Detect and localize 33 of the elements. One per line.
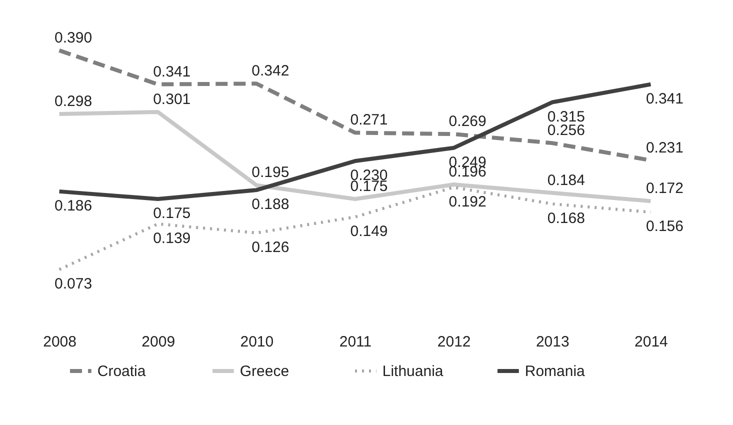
data-label: 0.341 xyxy=(153,63,191,80)
data-label: 0.168 xyxy=(547,210,585,227)
data-label: 0.172 xyxy=(646,180,684,198)
data-label: 0.184 xyxy=(547,172,585,189)
data-label: 0.126 xyxy=(252,238,290,256)
data-label: 0.231 xyxy=(646,139,684,156)
x-tick-label: 2012 xyxy=(437,334,471,350)
legend-label: Croatia xyxy=(97,363,146,380)
data-label: 0.271 xyxy=(350,112,388,129)
legend-label: Lithuania xyxy=(382,363,444,380)
data-label: 0.298 xyxy=(54,93,92,110)
x-tick-label: 2009 xyxy=(142,334,176,350)
data-label: 0.175 xyxy=(153,205,191,222)
data-label: 0.186 xyxy=(54,197,92,214)
data-label: 0.149 xyxy=(350,223,388,240)
data-label: 0.139 xyxy=(153,230,191,247)
legend-label: Romania xyxy=(524,363,586,380)
data-label: 0.156 xyxy=(646,218,684,236)
data-label: 0.341 xyxy=(646,90,684,108)
data-label: 0.192 xyxy=(448,193,486,210)
data-label: 0.195 xyxy=(252,164,290,182)
data-label: 0.342 xyxy=(252,62,290,80)
x-tick-label: 2013 xyxy=(536,334,570,350)
data-label: 0.269 xyxy=(448,113,486,130)
data-label: 0.390 xyxy=(54,29,92,46)
data-label: 0.188 xyxy=(252,196,290,214)
x-tick-label: 2008 xyxy=(43,334,76,350)
x-tick-label: 2011 xyxy=(339,334,372,350)
data-label: 0.301 xyxy=(153,90,191,108)
x-tick-label: 2014 xyxy=(634,334,668,350)
x-tick-label: 2010 xyxy=(240,334,274,350)
legend-label: Greece xyxy=(240,363,290,380)
data-label: 0.073 xyxy=(54,276,92,293)
